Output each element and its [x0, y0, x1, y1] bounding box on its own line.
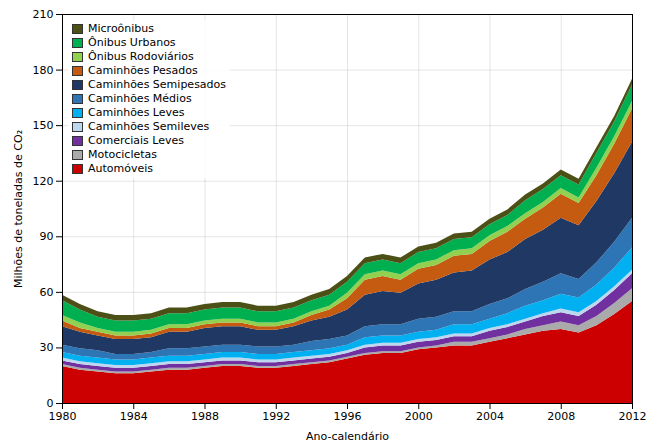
html-text:Microônibus: Microônibus — [88, 22, 155, 35]
html-text:Caminhões Semipesados: Caminhões Semipesados — [88, 78, 227, 91]
svg-text:150: 150 — [33, 119, 54, 132]
svg-text:Milhões de toneladas de CO₂: Milhões de toneladas de CO₂ — [12, 130, 25, 288]
html-text:Motocicletas: Motocicletas — [88, 148, 157, 161]
html-text:Ônibus Rodoviários: Ônibus Rodoviários — [88, 50, 194, 63]
svg-text:1980: 1980 — [49, 410, 77, 423]
svg-text:0: 0 — [47, 397, 54, 410]
svg-text:90: 90 — [40, 230, 54, 243]
svg-text:1996: 1996 — [334, 410, 362, 423]
svg-text:1992: 1992 — [262, 410, 290, 423]
svg-text:2004: 2004 — [476, 410, 504, 423]
svg-text:1988: 1988 — [191, 410, 219, 423]
html-text:Caminhões Médios: Caminhões Médios — [88, 92, 192, 105]
svg-text:2008: 2008 — [547, 410, 575, 423]
html-text:Caminhões Semileves: Caminhões Semileves — [88, 120, 210, 133]
svg-text:60: 60 — [40, 286, 54, 299]
html-text:Caminhões Leves: Caminhões Leves — [88, 106, 185, 119]
html-text:Automóveis: Automóveis — [88, 162, 154, 175]
svg-text:Ano-calendário: Ano-calendário — [306, 430, 389, 443]
html-text:Comerciais Leves: Comerciais Leves — [88, 134, 184, 147]
svg-text:180: 180 — [33, 64, 54, 77]
svg-text:2012: 2012 — [619, 410, 647, 423]
html-text:Ônibus Urbanos: Ônibus Urbanos — [88, 36, 176, 49]
svg-text:210: 210 — [33, 8, 54, 21]
svg-text:30: 30 — [40, 341, 54, 354]
svg-text:2000: 2000 — [405, 410, 433, 423]
svg-text:1984: 1984 — [120, 410, 148, 423]
svg-text:120: 120 — [33, 175, 54, 188]
html-text:Caminhões Pesados: Caminhões Pesados — [88, 64, 198, 77]
